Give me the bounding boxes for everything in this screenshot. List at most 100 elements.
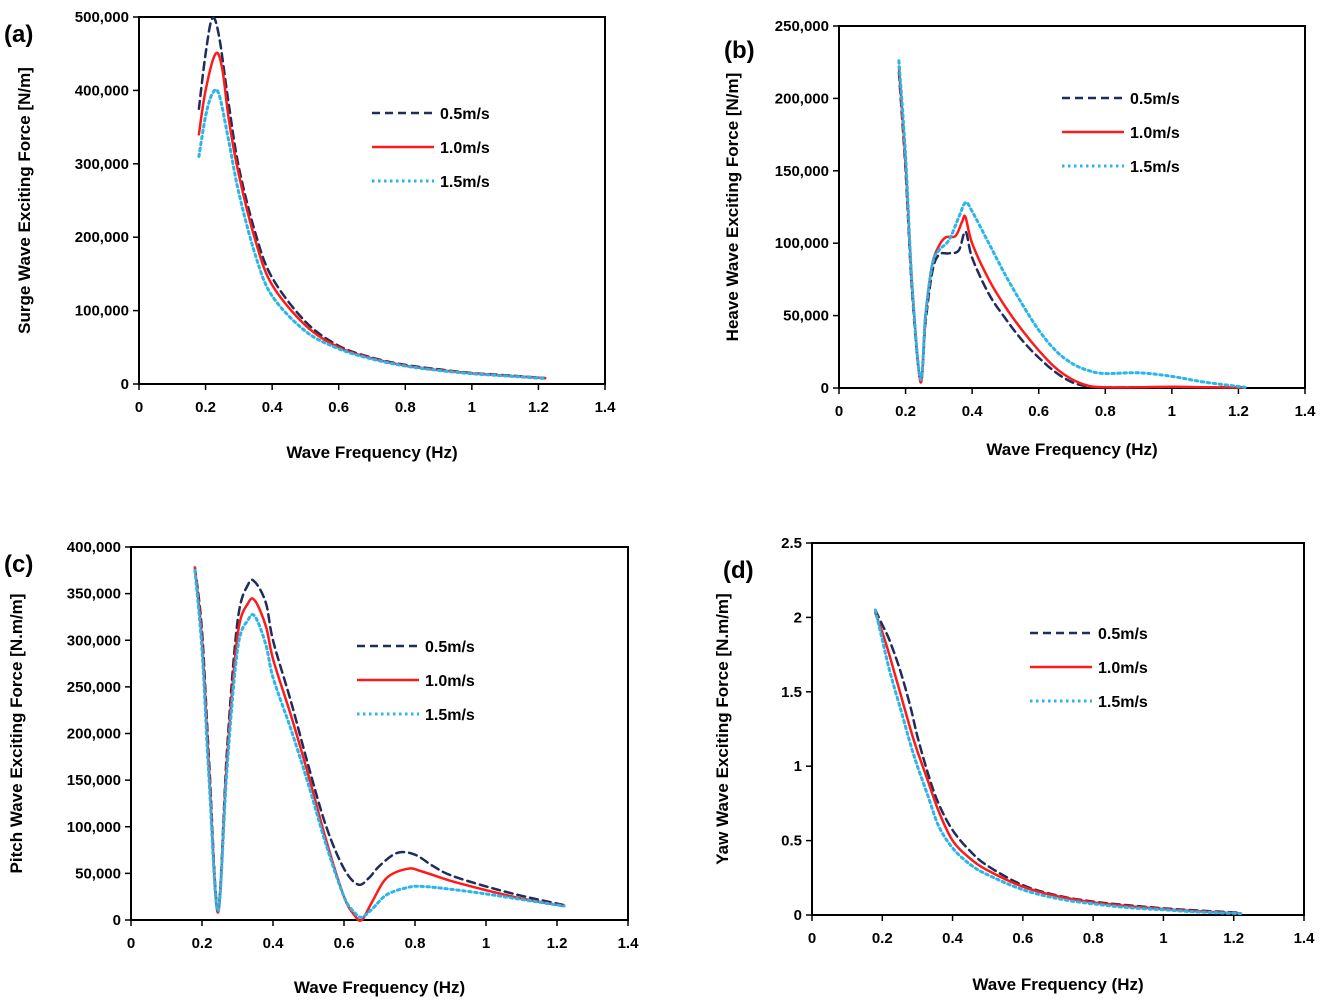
x-tick-label: 0.2: [192, 935, 213, 952]
x-tick-label: 0.6: [1012, 930, 1033, 947]
legend-label: 1.0m/s: [1098, 660, 1148, 677]
panel-label: (b): [724, 37, 755, 64]
y-tick-label: 100,000: [67, 819, 121, 836]
x-tick-label: 0.4: [263, 935, 285, 952]
x-tick-label: 0.4: [962, 403, 984, 420]
y-tick-label: 100,000: [775, 235, 829, 252]
legend-label: 1.5m/s: [1098, 694, 1148, 711]
y-tick-label: 150,000: [67, 772, 121, 789]
chart-panel-1: 0 0.2 0.4 0.6 0.8 1 1.2 1.4 0 100,000 200,000 300,0…: [4, 9, 616, 462]
x-axis-label: Wave Frequency (Hz): [286, 443, 457, 462]
x-tick-label: 0.4: [262, 399, 284, 416]
y-tick-label: 350,000: [67, 586, 121, 603]
series-line-0.5m/s: [874, 608, 1242, 915]
legend-label: 1.0m/s: [440, 140, 490, 157]
legend-label: 1.5m/s: [425, 707, 475, 724]
legend-label: 1.5m/s: [1130, 159, 1180, 176]
y-tick-label: 400,000: [75, 82, 129, 99]
panel-label: (a): [4, 21, 33, 48]
plot-frame: [138, 16, 606, 385]
y-axis-label: Heave Wave Exciting Force [N/m]: [723, 73, 742, 342]
x-tick-label: 1.2: [528, 399, 549, 416]
y-tick-label: 250,000: [775, 18, 829, 35]
x-tick-label: 1: [1159, 930, 1167, 947]
y-tick-label: 50,000: [75, 865, 121, 882]
x-tick-label: 0.4: [942, 930, 964, 947]
series-line-0.5m/s: [193, 566, 566, 911]
y-tick-label: 0: [821, 380, 829, 397]
y-tick-label: 0: [113, 912, 121, 929]
x-tick-label: 1.4: [1295, 403, 1317, 420]
y-tick-label: 0: [794, 907, 802, 924]
series-line-1.0m/s: [874, 611, 1242, 915]
legend-label: 0.5m/s: [440, 106, 490, 123]
y-axis-label: Surge Wave Exciting Force [N/m]: [15, 67, 34, 334]
x-tick-label: 0.6: [1028, 403, 1049, 420]
series-line-1.0m/s: [193, 566, 566, 923]
legend: 0.5m/s 1.0m/s 1.5m/s: [372, 106, 490, 191]
series-line-1.5m/s: [193, 568, 566, 919]
x-tick-label: 0: [835, 403, 843, 420]
y-tick-label: 1: [794, 758, 802, 775]
panel-label: (c): [4, 551, 33, 578]
series-line-0.5m/s: [897, 71, 1247, 389]
x-tick-label: 0.8: [395, 399, 416, 416]
legend-label: 1.5m/s: [440, 174, 490, 191]
chart-panel-3: 0 0.2 0.4 0.6 0.8 1 1.2 1.4 0 50,000 100,000 150,00…: [4, 539, 639, 997]
y-axis-label: Yaw Wave Exciting Force [N.m/m]: [713, 593, 732, 864]
x-axis-label: Wave Frequency (Hz): [972, 975, 1143, 994]
y-tick-label: 0.5: [781, 833, 802, 850]
x-tick-label: 0.8: [405, 935, 426, 952]
y-tick-label: 200,000: [75, 229, 129, 246]
x-tick-label: 1.4: [595, 399, 617, 416]
x-tick-label: 0.2: [195, 399, 216, 416]
y-tick-label: 500,000: [75, 9, 129, 26]
series-line-1.0m/s: [897, 65, 1247, 389]
y-tick-label: 250,000: [67, 679, 121, 696]
y-tick-label: 300,000: [75, 156, 129, 173]
y-tick-label: 0: [121, 376, 129, 393]
y-tick-label: 150,000: [775, 163, 829, 180]
legend: 0.5m/s 1.0m/s 1.5m/s: [1062, 91, 1180, 176]
legend-label: 0.5m/s: [1130, 91, 1180, 108]
series-line-1.5m/s: [873, 608, 1243, 915]
y-tick-label: 200,000: [775, 90, 829, 107]
series-line-0.5m/s: [197, 16, 547, 380]
x-tick-label: 1: [468, 399, 476, 416]
series-line-1.5m/s: [197, 88, 547, 380]
x-tick-label: 1.4: [1294, 930, 1316, 947]
y-tick-label: 1.5: [781, 684, 802, 701]
chart-panel-4: 0 0.2 0.4 0.6 0.8 1 1.2 1.4 0 0.5 1 1.5 2 2.5 Wave Fre…: [713, 535, 1315, 994]
x-tick-label: 1.4: [618, 935, 640, 952]
y-tick-label: 50,000: [783, 308, 829, 325]
x-tick-label: 0.2: [872, 930, 893, 947]
x-tick-label: 1: [1168, 403, 1176, 420]
x-tick-label: 1: [482, 935, 490, 952]
legend-label: 0.5m/s: [425, 639, 475, 656]
x-tick-label: 1.2: [1223, 930, 1244, 947]
chart-panel-2: 0 0.2 0.4 0.6 0.8 1 1.2 1.4 0 50,000 100,000 150,00…: [723, 18, 1316, 459]
legend: 0.5m/s 1.0m/s 1.5m/s: [357, 639, 475, 724]
panel-label: (d): [723, 557, 754, 584]
x-tick-label: 0.6: [334, 935, 355, 952]
series-line-1.5m/s: [897, 59, 1247, 389]
y-tick-label: 300,000: [67, 632, 121, 649]
legend: 0.5m/s 1.0m/s 1.5m/s: [1030, 626, 1148, 711]
y-tick-label: 100,000: [75, 303, 129, 320]
y-tick-label: 200,000: [67, 726, 121, 743]
x-tick-label: 0: [135, 399, 143, 416]
x-tick-label: 0.2: [895, 403, 916, 420]
legend-label: 1.0m/s: [425, 673, 475, 690]
legend-label: 0.5m/s: [1098, 626, 1148, 643]
plot-frame: [838, 25, 1306, 389]
x-tick-label: 0.8: [1083, 930, 1104, 947]
legend-label: 1.0m/s: [1130, 125, 1180, 142]
y-tick-label: 400,000: [67, 539, 121, 556]
plot-frame: [811, 542, 1305, 916]
y-tick-label: 2.5: [781, 535, 802, 552]
x-tick-label: 1.2: [547, 935, 568, 952]
x-tick-label: 0: [808, 930, 816, 947]
y-axis-label: Pitch Wave Exciting Force [N.m/m]: [7, 594, 26, 874]
x-tick-label: 0.8: [1095, 403, 1116, 420]
